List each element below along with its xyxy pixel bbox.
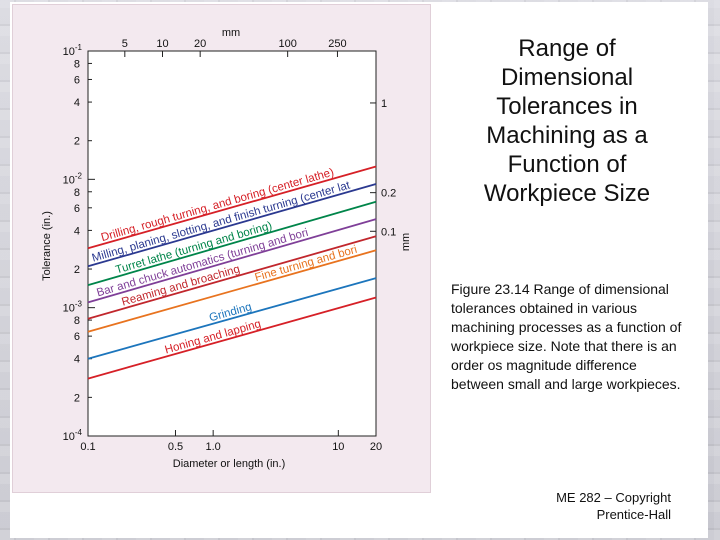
y-minor-tick-label: 4 xyxy=(74,97,80,109)
series-line xyxy=(87,218,377,304)
y-minor-tick-label: 8 xyxy=(74,58,80,70)
x-tick-label: 0.5 xyxy=(168,441,183,453)
x-tick-label: 20 xyxy=(370,441,382,453)
right-axis-title: mm xyxy=(400,233,412,251)
y-major-tick-label: 10-3 xyxy=(63,300,83,315)
top-x-tick-label: 10 xyxy=(156,38,168,50)
series-line xyxy=(87,296,377,380)
top-x-tick-label: 250 xyxy=(328,38,346,50)
series-line xyxy=(87,277,377,360)
series-line xyxy=(87,200,377,286)
y-minor-tick-label: 2 xyxy=(74,264,80,276)
y-minor-tick-label: 2 xyxy=(74,136,80,148)
right-y-tick-label: 0.1 xyxy=(381,226,396,238)
x-tick-label: 0.1 xyxy=(80,441,95,453)
series-line xyxy=(87,165,377,250)
x-axis-title: Diameter or length (in.) xyxy=(173,458,286,470)
series-line xyxy=(87,235,377,320)
y-minor-tick-label: 6 xyxy=(74,74,80,86)
y-minor-tick-label: 6 xyxy=(74,331,80,343)
y-minor-tick-label: 8 xyxy=(74,315,80,327)
y-minor-tick-label: 6 xyxy=(74,203,80,215)
x-tick-label: 10 xyxy=(332,441,344,453)
slide-footer: ME 282 – Copyright Prentice-Hall xyxy=(556,490,671,522)
x-tick-label: 1.0 xyxy=(206,441,221,453)
series-line xyxy=(87,249,377,333)
y-major-tick-label: 10-1 xyxy=(63,43,83,58)
right-y-tick-label: 1 xyxy=(381,98,387,110)
right-y-tick-label: 0.2 xyxy=(381,188,396,200)
top-x-tick-label: 20 xyxy=(194,38,206,50)
y-minor-tick-label: 8 xyxy=(74,187,80,199)
y-minor-tick-label: 4 xyxy=(74,225,80,237)
y-major-tick-label: 10-4 xyxy=(63,428,83,443)
y-minor-tick-label: 2 xyxy=(74,392,80,404)
top-x-tick-label: 100 xyxy=(278,38,296,50)
y-major-tick-label: 10-2 xyxy=(63,171,83,186)
top-x-tick-label: 5 xyxy=(122,38,128,50)
figure-caption: Figure 23.14 Range of dimensional tolera… xyxy=(451,281,682,392)
y-minor-tick-label: 4 xyxy=(74,354,80,366)
y-axis-title: Tolerance (in.) xyxy=(41,211,53,281)
slide-title: Range of Dimensional Tolerances in Machi… xyxy=(483,35,651,207)
series-line xyxy=(87,183,377,268)
top-axis-title: mm xyxy=(222,27,240,39)
